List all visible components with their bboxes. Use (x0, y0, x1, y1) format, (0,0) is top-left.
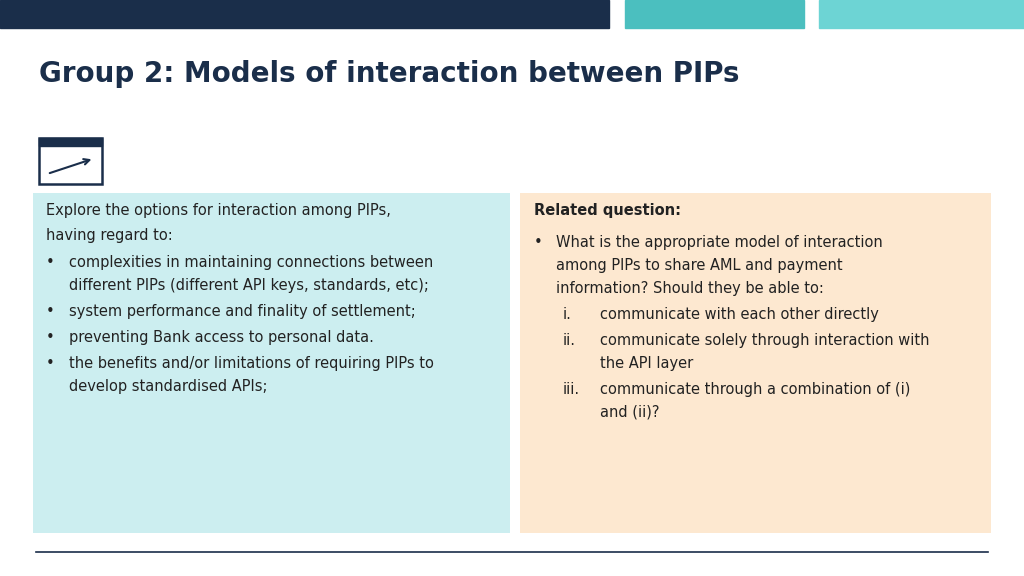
Text: system performance and finality of settlement;: system performance and finality of settl… (69, 304, 416, 319)
Text: •: • (534, 235, 543, 250)
Bar (33, 193, 510, 533)
Text: communicate through a combination of (i): communicate through a combination of (i) (600, 382, 910, 397)
Text: communicate with each other directly: communicate with each other directly (600, 307, 879, 322)
Text: having regard to:: having regard to: (46, 228, 173, 242)
Text: •: • (46, 304, 55, 319)
Text: and (ii)?: and (ii)? (600, 405, 659, 420)
Bar (0, 0, 609, 28)
Text: •: • (46, 330, 55, 345)
Text: Explore the options for interaction among PIPs,: Explore the options for interaction amon… (46, 203, 391, 218)
Text: iii.: iii. (562, 382, 580, 397)
Text: •: • (46, 356, 55, 371)
Bar (520, 193, 991, 533)
Bar (39, 138, 102, 146)
Text: communicate solely through interaction with: communicate solely through interaction w… (600, 333, 930, 348)
Text: Group 2: Models of interaction between PIPs: Group 2: Models of interaction between P… (39, 60, 739, 89)
Bar (625, 0, 804, 28)
Text: different PIPs (different API keys, standards, etc);: different PIPs (different API keys, stan… (69, 278, 428, 293)
Text: Related question:: Related question: (534, 203, 681, 218)
Text: among PIPs to share AML and payment: among PIPs to share AML and payment (556, 258, 843, 273)
Text: develop standardised APIs;: develop standardised APIs; (69, 379, 267, 394)
Text: preventing Bank access to personal data.: preventing Bank access to personal data. (69, 330, 374, 345)
Text: the benefits and/or limitations of requiring PIPs to: the benefits and/or limitations of requi… (69, 356, 433, 371)
Bar (819, 0, 1024, 28)
Text: ii.: ii. (562, 333, 575, 348)
Text: complexities in maintaining connections between: complexities in maintaining connections … (69, 255, 433, 270)
Text: the API layer: the API layer (600, 356, 693, 371)
Text: information? Should they be able to:: information? Should they be able to: (556, 281, 824, 296)
Text: •: • (46, 255, 55, 270)
Text: What is the appropriate model of interaction: What is the appropriate model of interac… (556, 235, 883, 250)
Text: i.: i. (562, 307, 571, 322)
